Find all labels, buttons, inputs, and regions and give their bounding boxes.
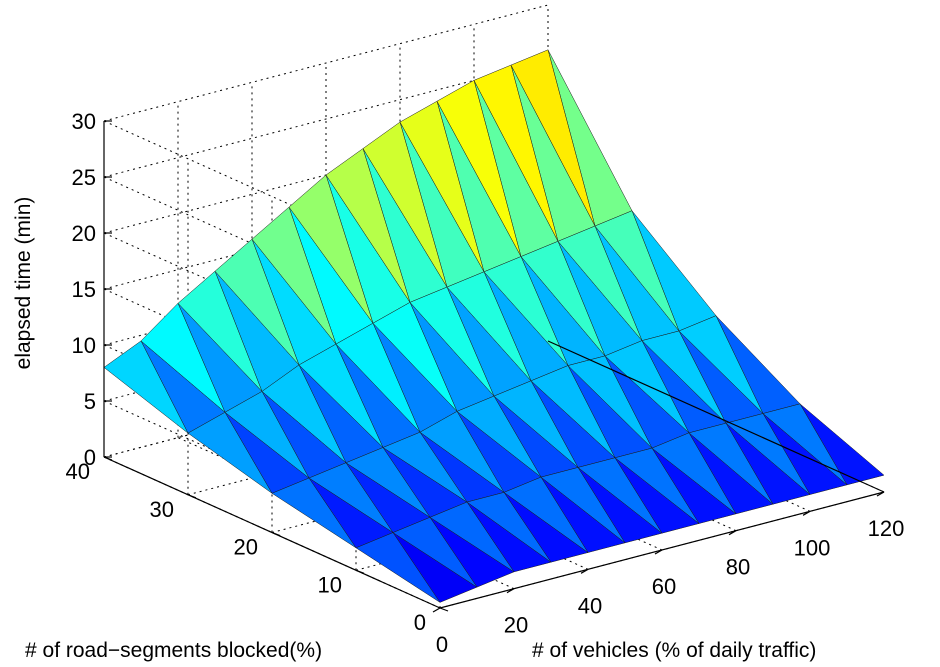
surface-face <box>298 343 384 448</box>
surface-layer <box>103 49 885 603</box>
x-tick-mark <box>580 568 589 574</box>
surface-face <box>614 447 700 524</box>
x-tick-label: 40 <box>578 593 602 618</box>
surface-face <box>392 517 478 588</box>
surface-face <box>503 476 589 553</box>
x-tick-mark <box>654 549 663 555</box>
surface-face <box>466 492 552 563</box>
floor-edge-line <box>547 340 885 493</box>
y-tick-label: 10 <box>318 572 342 597</box>
surface-face <box>540 467 626 544</box>
z-tick-label: 10 <box>72 333 96 358</box>
surface-face <box>446 271 532 382</box>
z-tick-label: 20 <box>72 221 96 246</box>
surface-face <box>187 412 273 494</box>
surface-face <box>399 100 485 273</box>
surface-face <box>577 457 663 534</box>
surface-face <box>409 286 495 397</box>
surface-face <box>345 447 431 518</box>
grid-line <box>103 60 549 178</box>
surface-face <box>251 206 337 345</box>
z-tick-label: 0 <box>84 445 96 470</box>
surface-face <box>594 210 680 332</box>
surface-face <box>288 174 374 324</box>
surface-face <box>140 303 226 413</box>
y-tick-label: 20 <box>234 535 258 560</box>
surface-face <box>429 501 515 573</box>
z-tick-label: 15 <box>72 277 96 302</box>
y-tick-label: 0 <box>414 610 426 635</box>
surface-face <box>641 330 727 424</box>
surface-face <box>224 391 310 479</box>
surface-face <box>214 238 300 366</box>
x-axis-label: # of vehicles (% of daily traffic) <box>532 639 816 662</box>
x-tick-mark <box>728 530 737 536</box>
surface-face <box>335 322 421 433</box>
y-tick-label: 40 <box>66 459 90 484</box>
x-tick-label: 60 <box>652 574 676 599</box>
grid-line <box>103 4 549 122</box>
y-tick-mark <box>187 494 197 499</box>
y-tick-mark <box>439 607 449 612</box>
surface-face <box>530 365 616 459</box>
y-tick-mark <box>355 569 365 574</box>
surface-face <box>762 403 848 486</box>
surface-face <box>557 225 643 341</box>
surface-face <box>271 477 357 549</box>
x-tick-mark <box>876 491 885 497</box>
surface-face <box>725 413 811 495</box>
surface-face <box>493 380 579 468</box>
surface-face <box>261 364 347 464</box>
label-layer: elapsed time (min) # of road−segments bl… <box>12 197 816 662</box>
surface-face <box>483 256 569 366</box>
z-tick-label: 30 <box>72 109 96 134</box>
y-axis-label: # of road−segments blocked(%) <box>25 639 322 662</box>
surface-face <box>177 270 263 392</box>
x-tick-label: 80 <box>726 555 750 580</box>
surface-face <box>520 241 606 357</box>
x-tick-mark <box>432 607 441 613</box>
surface-face <box>419 411 505 493</box>
x-tick-label: 0 <box>436 632 448 657</box>
x-tick-label: 120 <box>868 516 905 541</box>
z-tick-label: 25 <box>72 165 96 190</box>
x-tick-label: 20 <box>504 613 528 638</box>
surface-face <box>688 422 774 505</box>
surface-face <box>436 80 522 257</box>
surface-face <box>567 355 653 449</box>
z-tick-label: 5 <box>84 389 96 414</box>
surface-face <box>325 148 411 303</box>
surface-face <box>678 315 764 414</box>
y-tick-mark <box>271 531 281 537</box>
x-tick-mark <box>506 588 515 594</box>
y-tick-label: 30 <box>150 497 174 522</box>
surface-face <box>308 462 394 533</box>
x-tick-label: 100 <box>794 535 831 560</box>
x-tick-mark <box>802 510 811 516</box>
surface-face <box>362 121 448 288</box>
surface-face <box>103 340 189 434</box>
surface-face <box>651 432 737 515</box>
surface-face <box>355 532 441 603</box>
surface-face <box>456 395 542 478</box>
surface-face <box>372 302 458 412</box>
surface-face <box>604 340 690 434</box>
surface-face <box>510 49 596 227</box>
z-axis-label: elapsed time (min) <box>12 197 35 370</box>
surface-face <box>382 431 468 503</box>
surface-face <box>473 64 559 242</box>
